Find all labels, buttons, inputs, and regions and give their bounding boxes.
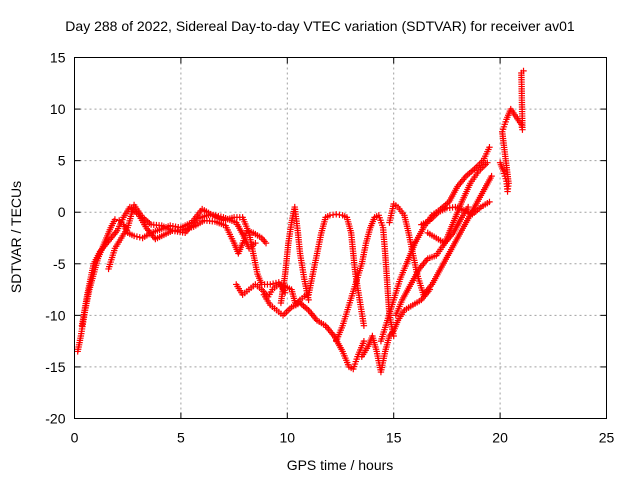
series-track-c (105, 201, 259, 273)
axis-ticks: 0 5 10 15 20 25 -20 -15 -10 -5 0 5 10 15 (45, 50, 614, 446)
y-tick-label: 5 (58, 153, 66, 169)
series-track-e (260, 291, 368, 373)
x-tick-label: 0 (71, 430, 79, 446)
x-tick-label: 5 (177, 430, 185, 446)
y-tick-label: -5 (53, 256, 66, 272)
x-tick-label: 25 (599, 430, 615, 446)
y-tick-label: 0 (58, 204, 66, 220)
chart-title: Day 288 of 2022, Sidereal Day-to-day VTE… (65, 18, 575, 34)
data-point (486, 144, 493, 151)
series-track-g (305, 211, 368, 329)
plot-frame (74, 57, 607, 419)
series-track-d (233, 281, 310, 309)
x-axis-label: GPS time / hours (286, 457, 394, 473)
series-track-n (424, 203, 472, 247)
y-tick-label: 10 (50, 101, 66, 117)
data-point (136, 234, 143, 241)
data-point (269, 280, 277, 287)
data-point (484, 159, 491, 166)
y-axis-label: SDTVAR / TECUs (8, 180, 24, 294)
x-tick-label: 15 (386, 430, 402, 446)
data-point (252, 239, 259, 247)
series-track-a (74, 205, 289, 355)
y-tick-label: -15 (45, 359, 65, 375)
data-point (360, 322, 368, 329)
series-track-k (386, 172, 495, 298)
series-track-f (277, 203, 312, 307)
data-points (74, 67, 527, 376)
data-point (272, 279, 280, 287)
data-point (486, 198, 493, 206)
data-point (520, 67, 527, 75)
data-point (262, 239, 270, 247)
data-point (488, 172, 495, 180)
y-tick-label: -20 (45, 411, 65, 427)
data-point (464, 203, 472, 211)
y-tick-label: -10 (45, 307, 65, 323)
data-point (130, 232, 138, 240)
data-point (360, 337, 368, 345)
data-point (133, 233, 141, 240)
data-point (111, 216, 119, 223)
y-tick-label: 15 (50, 50, 66, 66)
data-point (267, 281, 274, 288)
series-track-o (496, 67, 527, 195)
x-tick-label: 10 (280, 430, 296, 446)
series-track-l (392, 159, 491, 319)
series-track-i (358, 286, 434, 376)
x-tick-label: 20 (492, 430, 508, 446)
